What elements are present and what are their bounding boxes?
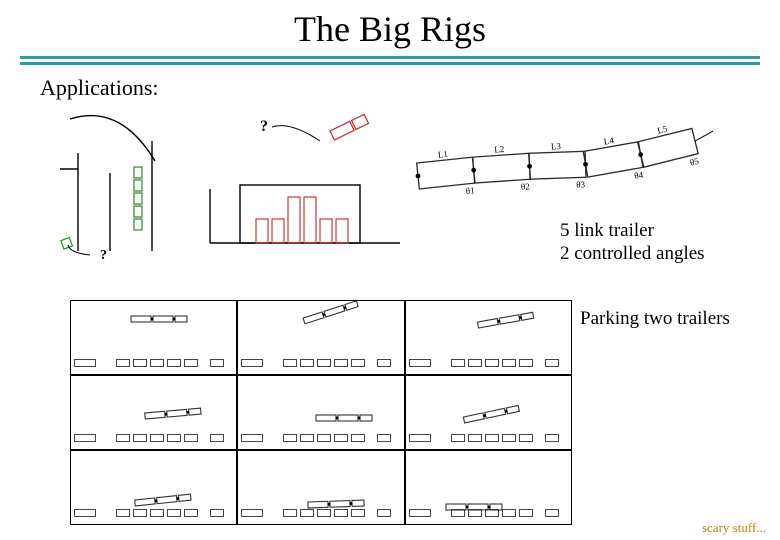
link-trailer-line2: 2 controlled angles [560,243,705,264]
parking-frame [70,375,237,450]
subtitle: Applications: [40,75,780,101]
two-trailer-vehicle [406,301,566,373]
parking-frame [237,450,404,525]
svg-text:L1: L1 [437,149,448,160]
svg-text:L5: L5 [656,123,669,135]
link-trailer-caption: 5 link trailer 2 controlled angles [560,220,705,266]
svg-text:θ2: θ2 [521,181,530,192]
parking-frame [237,300,404,375]
left-maze-diagram: ? [60,111,210,261]
svg-text:L4: L4 [603,135,615,147]
parking-frame [405,450,572,525]
two-trailer-vehicle [71,301,231,373]
svg-text:θ4: θ4 [633,169,644,180]
svg-text:θ5: θ5 [689,156,700,168]
title-double-rule [20,56,760,65]
svg-text:θ1: θ1 [465,185,475,196]
svg-text:L3: L3 [551,141,562,151]
parking-frame [70,450,237,525]
svg-text:θ3: θ3 [576,179,586,189]
two-trailer-vehicle [71,451,231,523]
parking-frame [405,375,572,450]
two-trailer-vehicle [238,376,398,448]
footer-note: scary stuff... [702,520,766,536]
svg-text:L2: L2 [494,144,505,155]
two-trailer-vehicle [71,376,231,448]
two-trailer-vehicle [406,376,566,448]
svg-text:?: ? [260,118,268,135]
two-trailer-vehicle [238,451,398,523]
parking-frame [70,300,237,375]
two-trailer-vehicle [406,451,566,523]
two-trailer-vehicle [238,301,398,373]
page-title: The Big Rigs [0,0,780,56]
parking-frame [237,375,404,450]
svg-text:?: ? [100,248,107,261]
mid-parking-diagram: ? [200,111,405,261]
parking-frame [405,300,572,375]
parking-sequence-grid [70,300,572,525]
five-link-trailer-diagram: L1 θ1 L2 θ2 L3 θ3 L4 θ4 L5 θ5 [400,116,750,226]
link-trailer-line1: 5 link trailer [560,220,654,241]
parking-caption: Parking two trailers [580,308,730,331]
